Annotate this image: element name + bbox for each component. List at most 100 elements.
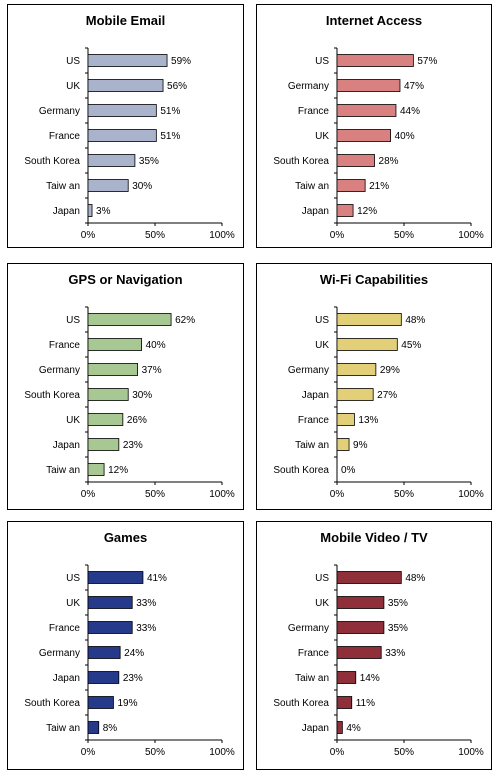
x-tick-label: 0% bbox=[330, 230, 345, 241]
value-label: 35% bbox=[388, 623, 408, 634]
category-label: US bbox=[66, 56, 80, 67]
value-label: 33% bbox=[385, 648, 405, 659]
bar-japan bbox=[336, 721, 343, 734]
category-label: Germany bbox=[288, 623, 329, 634]
category-label: Japan bbox=[53, 206, 80, 217]
value-label: 13% bbox=[358, 415, 378, 426]
chart-title: Internet Access bbox=[326, 13, 422, 28]
x-tick-label: 100% bbox=[458, 489, 484, 500]
value-label: 62% bbox=[175, 315, 195, 326]
category-label: Japan bbox=[53, 440, 80, 451]
value-label: 57% bbox=[417, 56, 437, 67]
category-label: US bbox=[66, 573, 80, 584]
category-label: France bbox=[49, 623, 81, 634]
bar-france bbox=[336, 104, 397, 117]
chart-svg: Mobile Video / TV 0% 50% 100% US 48% UK 35% Germ… bbox=[273, 530, 484, 758]
category-label: Japan bbox=[302, 206, 329, 217]
category-label: South Korea bbox=[273, 698, 329, 709]
category-label: UK bbox=[66, 598, 80, 609]
chart-title: Games bbox=[104, 530, 147, 545]
chart-panel-mobile-email: Mobile Email 0% 50% 100% US 59% UK 56% Germany 51… bbox=[7, 4, 244, 248]
category-label: South Korea bbox=[273, 156, 329, 167]
chart-panel-mobile-video-tv: Mobile Video / TV 0% 50% 100% US 48% UK 35% Germ… bbox=[256, 521, 492, 770]
bar-france bbox=[87, 338, 142, 351]
category-label: US bbox=[315, 315, 329, 326]
bar-taiw-an bbox=[87, 721, 100, 734]
chart-panel-games: Games 0% 50% 100% US 41% UK 33% France 33% Germany… bbox=[7, 521, 244, 770]
category-label: Japan bbox=[53, 673, 80, 684]
chart-title: Mobile Video / TV bbox=[320, 530, 428, 545]
chart-svg: Wi-Fi Capabilities 0% 50% 100% US 48% UK 45% Ger… bbox=[273, 272, 484, 500]
bar-uk bbox=[336, 338, 398, 351]
value-label: 26% bbox=[127, 415, 147, 426]
value-label: 48% bbox=[405, 315, 425, 326]
bar-taiw-an bbox=[336, 438, 350, 451]
category-label: UK bbox=[66, 81, 80, 92]
value-label: 28% bbox=[379, 156, 399, 167]
category-label: Taiw an bbox=[295, 440, 329, 451]
x-tick-label: 50% bbox=[145, 230, 165, 241]
category-label: Germany bbox=[288, 365, 329, 376]
chart-panel-gps-or-navigation: GPS or Navigation 0% 50% 100% US 62% France 40%… bbox=[7, 263, 244, 510]
category-label: Taiw an bbox=[46, 723, 80, 734]
chart-svg: Mobile Email 0% 50% 100% US 59% UK 56% Germany 51… bbox=[24, 13, 235, 241]
x-tick-label: 50% bbox=[145, 489, 165, 500]
value-label: 14% bbox=[360, 673, 380, 684]
category-label: UK bbox=[315, 598, 329, 609]
bar-south-korea bbox=[87, 388, 129, 401]
x-tick-label: 50% bbox=[145, 747, 165, 758]
bar-uk bbox=[87, 79, 164, 92]
bar-taiw-an bbox=[336, 671, 357, 684]
category-label: Japan bbox=[302, 723, 329, 734]
value-label: 11% bbox=[356, 698, 375, 709]
chart-title: Wi-Fi Capabilities bbox=[320, 272, 428, 287]
x-tick-label: 100% bbox=[209, 489, 235, 500]
category-label: Taiw an bbox=[46, 181, 80, 192]
category-label: France bbox=[49, 131, 81, 142]
bar-japan bbox=[336, 388, 374, 401]
value-label: 48% bbox=[405, 573, 425, 584]
category-label: US bbox=[315, 56, 329, 67]
category-label: Germany bbox=[39, 648, 80, 659]
category-label: UK bbox=[315, 131, 329, 142]
category-label: Germany bbox=[39, 106, 80, 117]
value-label: 35% bbox=[388, 598, 408, 609]
x-tick-label: 0% bbox=[81, 230, 96, 241]
category-label: Germany bbox=[288, 81, 329, 92]
value-label: 45% bbox=[401, 340, 421, 351]
value-label: 56% bbox=[167, 81, 187, 92]
bar-japan bbox=[87, 204, 93, 217]
category-label: US bbox=[66, 315, 80, 326]
value-label: 8% bbox=[103, 723, 118, 734]
value-label: 33% bbox=[136, 598, 156, 609]
bar-us bbox=[87, 54, 168, 67]
chart-panel-internet-access: Internet Access 0% 50% 100% US 57% Germany 47% F… bbox=[256, 4, 492, 248]
bar-south-korea bbox=[336, 696, 353, 709]
category-label: France bbox=[298, 415, 330, 426]
x-tick-label: 100% bbox=[209, 747, 235, 758]
value-label: 59% bbox=[171, 56, 191, 67]
category-label: South Korea bbox=[273, 465, 329, 476]
category-label: France bbox=[298, 648, 330, 659]
value-label: 23% bbox=[123, 440, 143, 451]
value-label: 12% bbox=[108, 465, 128, 476]
value-label: 0% bbox=[341, 465, 356, 476]
bar-uk bbox=[336, 129, 391, 142]
value-label: 51% bbox=[160, 131, 180, 142]
value-label: 33% bbox=[136, 623, 156, 634]
chart-panel-wi-fi-capabilities: Wi-Fi Capabilities 0% 50% 100% US 48% UK 45% Ger… bbox=[256, 263, 492, 510]
value-label: 27% bbox=[377, 390, 397, 401]
chart-svg: Internet Access 0% 50% 100% US 57% Germany 47% F… bbox=[273, 13, 484, 241]
value-label: 4% bbox=[346, 723, 361, 734]
bar-us bbox=[336, 571, 402, 584]
value-label: 35% bbox=[139, 156, 159, 167]
value-label: 24% bbox=[124, 648, 144, 659]
value-label: 30% bbox=[132, 390, 152, 401]
x-tick-label: 100% bbox=[458, 230, 484, 241]
value-label: 21% bbox=[369, 181, 389, 192]
category-label: Germany bbox=[39, 365, 80, 376]
bar-taiw-an bbox=[87, 179, 129, 192]
bar-taiw-an bbox=[336, 179, 366, 192]
bar-germany bbox=[87, 104, 157, 117]
bar-taiw-an bbox=[87, 463, 105, 476]
